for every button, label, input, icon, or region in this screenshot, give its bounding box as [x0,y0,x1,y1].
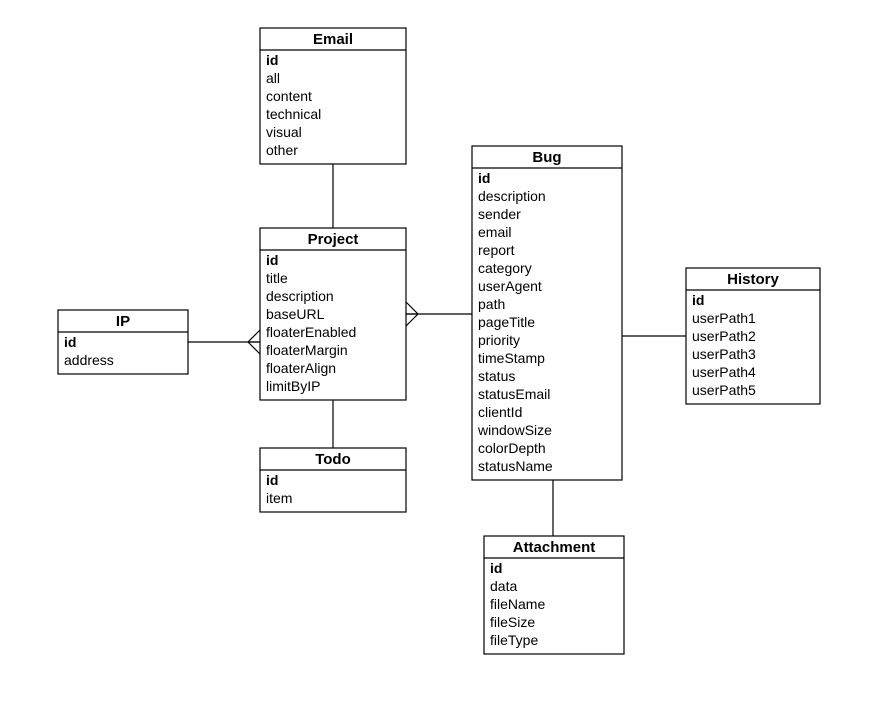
entity-ip: IP id address [58,310,188,374]
entity-attachment: Attachment id data fileName fileSize fileType [484,536,624,654]
entity-attr: address [64,352,114,368]
entity-title: Project [308,231,359,248]
entity-project: Project id title description baseURL floaterE… [260,228,406,400]
entity-history: History id userPath1 userPath2 userPath3 user… [686,268,820,404]
entity-attr: userPath4 [692,364,756,380]
entity-attr: limitByIP [266,378,320,394]
entity-attr: sender [478,206,521,222]
entity-attr: data [490,578,517,594]
entity-attr: visual [266,124,302,140]
entity-attr: content [266,88,312,104]
entity-title: History [727,271,779,288]
entity-attr: fileSize [490,614,535,630]
entity-attr: description [266,288,334,304]
entity-attr: fileName [490,596,545,612]
entity-attr: id [478,170,490,186]
entity-attr: clientId [478,404,522,420]
entity-attr: floaterAlign [266,360,336,376]
entity-attr: report [478,242,515,258]
entity-attr: category [478,260,532,276]
entity-attr: priority [478,332,520,348]
entity-bug: Bug id description sender email report categor… [472,146,622,480]
entity-attr: path [478,296,505,312]
entity-attr: statusName [478,458,553,474]
entity-attr: floaterEnabled [266,324,356,340]
entity-attr: status [478,368,515,384]
entity-email: Email id all content technical visual other [260,28,406,164]
entity-attr: item [266,490,292,506]
entity-title: Bug [532,149,561,166]
entity-attr: colorDepth [478,440,546,456]
entity-attr: other [266,142,298,158]
entity-title: Email [313,31,353,48]
entity-attr: id [692,292,704,308]
entity-attr: userPath2 [692,328,756,344]
entity-attr: userPath5 [692,382,756,398]
entity-attr: all [266,70,280,86]
entity-attr: fileType [490,632,538,648]
er-diagram: Email id all content technical visual other Pro… [0,0,892,706]
entity-attr: technical [266,106,321,122]
entity-attr: statusEmail [478,386,550,402]
entity-attr: windowSize [477,422,552,438]
entity-attr: userPath1 [692,310,756,326]
entity-attr: pageTitle [478,314,535,330]
entity-title: Todo [315,451,351,468]
entity-attr: id [266,472,278,488]
entity-attr: timeStamp [478,350,545,366]
entity-attr: description [478,188,546,204]
entity-attr: id [64,334,76,350]
entity-attr: email [478,224,511,240]
entity-attr: id [266,52,278,68]
entity-attr: userPath3 [692,346,756,362]
entity-attr: baseURL [266,306,325,322]
entity-attr: userAgent [478,278,542,294]
entity-title: IP [116,313,130,330]
entity-attr: title [266,270,288,286]
entity-attr: floaterMargin [266,342,348,358]
entity-attr: id [266,252,278,268]
entity-title: Attachment [513,539,596,556]
entity-attr: id [490,560,502,576]
entity-todo: Todo id item [260,448,406,512]
